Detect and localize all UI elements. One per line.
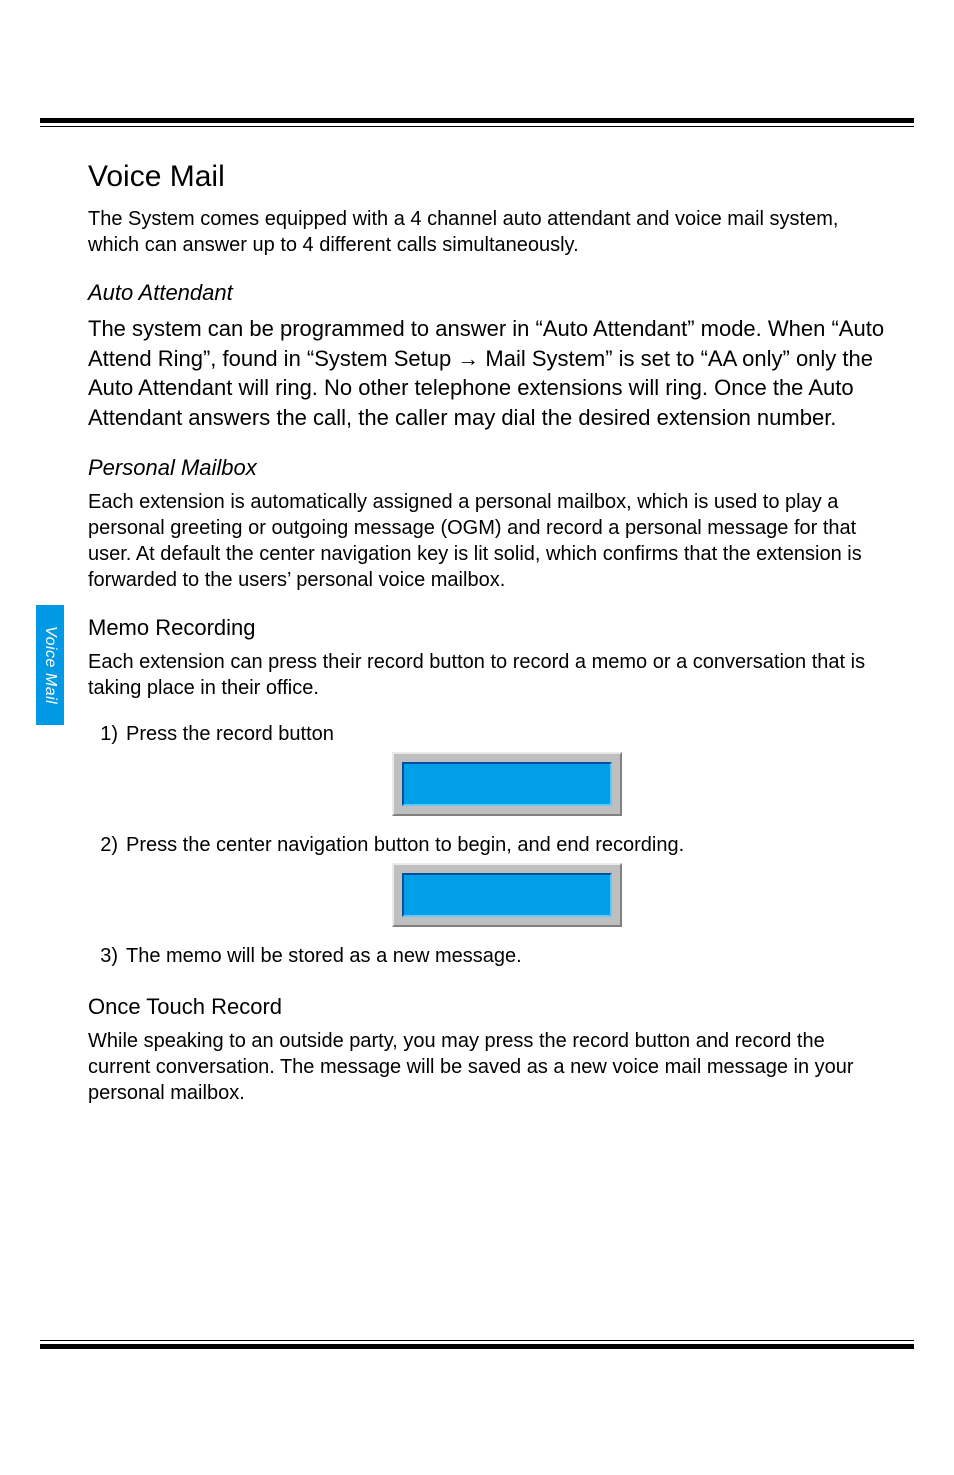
side-tab-label: Voice Mail xyxy=(41,626,59,704)
intro-text: The System comes equipped with a 4 chann… xyxy=(88,206,888,258)
step-3: 3) The memo will be stored as a new mess… xyxy=(126,945,888,968)
record-button-graphic xyxy=(392,752,622,816)
page-title: Voice Mail xyxy=(88,160,888,194)
step-1: 1) Press the record button xyxy=(126,723,888,826)
bottom-rule xyxy=(40,1340,914,1349)
button-graphic-wrap xyxy=(126,857,888,937)
section-title-memo-recording: Memo Recording xyxy=(88,615,888,641)
step-number: 3) xyxy=(88,945,118,968)
button-graphic-wrap xyxy=(126,746,888,826)
step-text: Press the center navigation button to be… xyxy=(126,834,684,856)
step-2: 2) Press the center navigation button to… xyxy=(126,834,888,937)
section-title-personal-mailbox: Personal Mailbox xyxy=(88,455,888,481)
section-body-personal-mailbox: Each extension is automatically assigned… xyxy=(88,489,888,593)
step-number: 2) xyxy=(88,834,118,857)
section-body-once-touch: While speaking to an outside party, you … xyxy=(88,1028,888,1106)
section-body-auto-attendant: The system can be programmed to answer i… xyxy=(88,314,888,433)
memo-steps-list: 1) Press the record button 2) Press the … xyxy=(88,723,888,968)
section-body-memo-recording: Each extension can press their record bu… xyxy=(88,649,888,701)
record-button-face xyxy=(402,762,612,806)
section-title-once-touch: Once Touch Record xyxy=(88,994,888,1020)
top-rule xyxy=(40,118,914,124)
nav-button-graphic xyxy=(392,863,622,927)
step-text: Press the record button xyxy=(126,723,334,745)
nav-button-face xyxy=(402,873,612,917)
step-text: The memo will be stored as a new message… xyxy=(126,945,522,967)
step-number: 1) xyxy=(88,723,118,746)
spacer xyxy=(88,976,888,994)
side-tab-voice-mail: Voice Mail xyxy=(36,605,64,725)
page: Voice Mail Voice Mail The System comes e… xyxy=(0,0,954,1475)
content-area: Voice Mail The System comes equipped wit… xyxy=(88,160,888,1128)
section-title-auto-attendant: Auto Attendant xyxy=(88,280,888,306)
